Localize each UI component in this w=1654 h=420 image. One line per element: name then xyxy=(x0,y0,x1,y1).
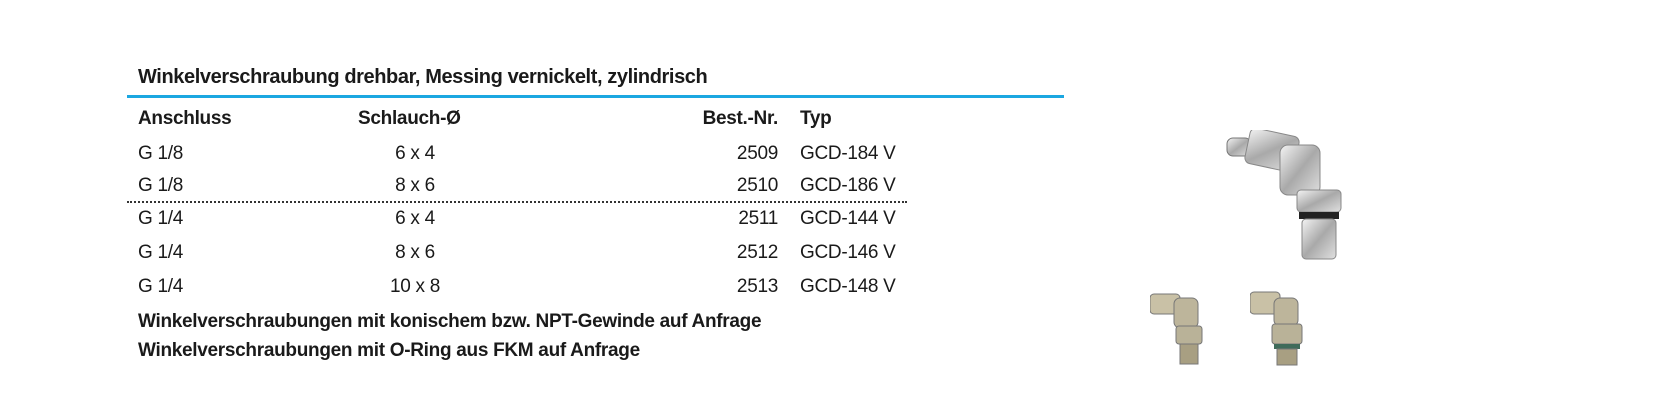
dotted-separator xyxy=(127,201,907,203)
cell-anschluss: G 1/8 xyxy=(138,143,183,164)
cell-schlauch: 10 x 8 xyxy=(390,276,440,297)
header-schlauch: Schlauch-Ø xyxy=(358,108,461,129)
cell-best-nr: 2511 xyxy=(738,208,778,229)
cell-anschluss: G 1/4 xyxy=(138,276,183,297)
fitting-image-small-conical xyxy=(1150,293,1203,365)
cell-best-nr: 2512 xyxy=(736,242,778,263)
cell-schlauch: 8 x 6 xyxy=(395,242,435,263)
cell-schlauch: 8 x 6 xyxy=(395,175,435,196)
cell-best-nr: 2510 xyxy=(736,175,778,196)
fitting-image-small-oring xyxy=(1250,291,1303,366)
note-conical-thread: Winkelverschraubungen mit konischem bzw.… xyxy=(138,311,762,332)
cell-anschluss: G 1/4 xyxy=(138,242,183,263)
title-underline xyxy=(127,95,1064,98)
cell-typ: GCD-186 V xyxy=(800,175,896,196)
header-best-nr: Best.-Nr. xyxy=(702,108,779,129)
section-title: Winkelverschraubung drehbar, Messing ver… xyxy=(138,66,708,88)
fitting-image-large xyxy=(1226,130,1342,260)
cell-typ: GCD-184 V xyxy=(800,143,896,164)
cell-schlauch: 6 x 4 xyxy=(395,143,435,164)
cell-schlauch: 6 x 4 xyxy=(395,208,435,229)
cell-typ: GCD-148 V xyxy=(800,276,896,297)
cell-anschluss: G 1/4 xyxy=(138,208,183,229)
header-anschluss: Anschluss xyxy=(138,108,232,129)
cell-typ: GCD-144 V xyxy=(800,208,896,229)
cell-best-nr: 2509 xyxy=(736,143,778,164)
cell-best-nr: 2513 xyxy=(736,276,778,297)
cell-typ: GCD-146 V xyxy=(800,242,896,263)
cell-anschluss: G 1/8 xyxy=(138,175,183,196)
header-typ: Typ xyxy=(800,108,832,129)
note-o-ring: Winkelverschraubungen mit O-Ring aus FKM… xyxy=(138,340,640,361)
